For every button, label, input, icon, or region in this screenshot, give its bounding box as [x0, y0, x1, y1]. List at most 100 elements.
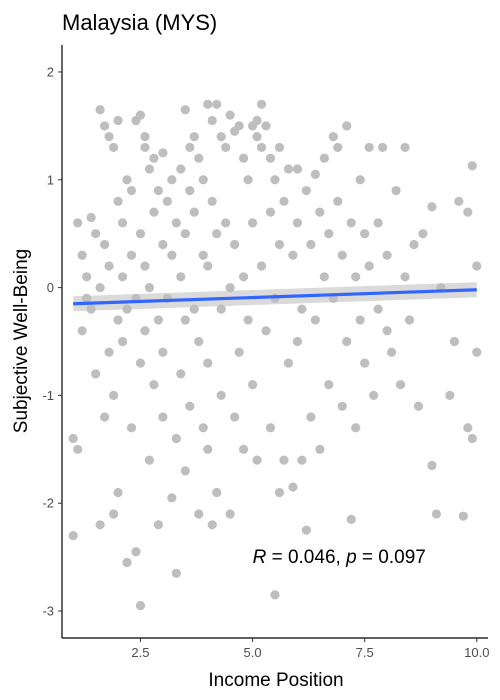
data-point: [351, 272, 361, 282]
data-point: [113, 315, 123, 325]
data-point: [472, 347, 482, 357]
data-point: [360, 229, 370, 239]
data-point: [427, 460, 437, 471]
data-point: [113, 115, 123, 126]
y-tick-label: 1: [47, 172, 54, 187]
data-point: [171, 218, 181, 228]
data-point: [189, 132, 199, 142]
data-point: [346, 514, 356, 525]
data-point: [265, 153, 276, 163]
data-point: [337, 401, 347, 411]
data-point: [113, 196, 123, 206]
data-point: [207, 520, 217, 530]
data-point: [149, 380, 159, 390]
x-tick-label: 2.5: [131, 645, 149, 660]
data-point: [274, 142, 285, 153]
data-point: [265, 423, 276, 433]
data-point: [117, 272, 128, 282]
data-point: [162, 196, 172, 206]
data-point: [364, 261, 374, 271]
data-point: [400, 142, 410, 153]
data-point: [180, 105, 190, 115]
data-point: [364, 142, 374, 153]
data-point: [126, 423, 137, 433]
data-point: [252, 115, 262, 126]
data-point: [176, 369, 186, 379]
data-point: [153, 185, 164, 196]
data-point: [212, 487, 222, 498]
data-point: [337, 250, 347, 260]
r-symbol: R: [253, 547, 267, 568]
data-point: [243, 315, 253, 325]
data-point: [95, 520, 105, 530]
data-point: [185, 185, 195, 196]
data-point: [180, 315, 190, 325]
data-point: [413, 401, 424, 411]
data-point: [315, 444, 325, 454]
data-point: [68, 433, 78, 444]
data-point: [113, 487, 123, 498]
data-point: [427, 202, 437, 212]
data-point: [230, 412, 240, 422]
data-point: [274, 487, 285, 498]
data-point: [198, 250, 208, 260]
data-point: [306, 239, 316, 250]
data-point: [140, 261, 150, 271]
data-point: [144, 455, 155, 465]
data-point: [239, 272, 249, 282]
data-point: [297, 455, 307, 465]
r-value-text: = 0.046,: [266, 547, 346, 568]
data-point: [158, 148, 168, 158]
data-point: [167, 175, 177, 185]
data-point: [167, 493, 177, 503]
p-value-text: = 0.097: [357, 547, 426, 568]
data-point: [239, 444, 249, 454]
data-point: [404, 315, 415, 325]
y-tick-label: 2: [47, 64, 54, 79]
data-point: [274, 239, 285, 250]
x-tick-label: 10.0: [464, 645, 489, 660]
data-point: [117, 218, 128, 228]
data-point: [230, 239, 240, 250]
data-point: [310, 169, 320, 179]
data-point: [369, 390, 379, 401]
data-point: [283, 358, 294, 368]
data-point: [355, 175, 365, 185]
data-point: [306, 412, 316, 422]
data-point: [203, 444, 213, 454]
data-point: [122, 557, 132, 568]
data-point: [77, 250, 87, 260]
data-point: [198, 175, 208, 185]
data-point: [180, 466, 190, 476]
x-tick-label: 5.0: [244, 645, 262, 660]
chart-title: Malaysia (MYS): [62, 10, 217, 35]
data-point: [73, 218, 83, 228]
data-point: [395, 380, 406, 390]
y-axis-ticks: -3 -2 -1 0 1 2: [42, 64, 62, 619]
data-point: [176, 164, 186, 174]
data-point: [149, 207, 159, 217]
data-point: [86, 304, 96, 314]
data-point: [247, 218, 258, 228]
data-point: [117, 336, 128, 347]
data-point: [158, 412, 168, 422]
data-point: [189, 207, 199, 217]
data-point: [207, 115, 217, 126]
data-point: [225, 110, 235, 120]
data-point: [261, 121, 271, 131]
data-point: [256, 99, 267, 109]
data-point: [82, 293, 92, 303]
data-point: [252, 455, 262, 465]
data-point: [189, 304, 199, 314]
data-point: [180, 229, 190, 239]
data-point: [144, 282, 155, 293]
x-axis-title: Income Position: [208, 670, 343, 691]
data-point: [467, 433, 477, 444]
data-points-layer: [68, 99, 482, 611]
data-point: [221, 218, 231, 228]
data-point: [135, 601, 146, 611]
data-point: [386, 347, 397, 357]
data-point: [135, 110, 146, 120]
data-point: [333, 196, 343, 206]
